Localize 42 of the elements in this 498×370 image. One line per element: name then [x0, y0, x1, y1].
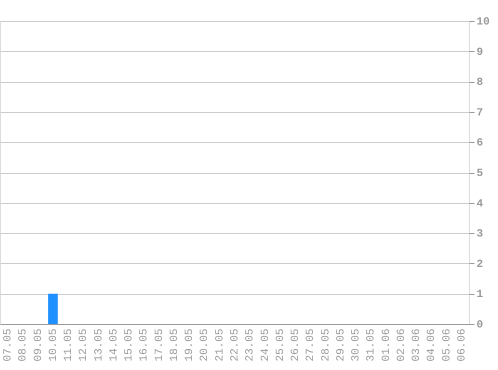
x-tick-label: 16.05 — [138, 328, 151, 362]
x-tick-label: 18.05 — [168, 328, 181, 362]
x-tick-label: 14.05 — [108, 328, 120, 362]
y-tick-label: 4 — [476, 198, 484, 210]
x-tick-label: 20.05 — [199, 328, 212, 362]
y-tick-label: 9 — [476, 46, 484, 59]
x-tick-label: 25.05 — [274, 328, 287, 362]
x-tick-label: 24.05 — [260, 328, 272, 362]
x-tick-label: 15.05 — [124, 328, 136, 362]
y-tick-label: 0 — [476, 320, 484, 332]
x-tick-label: 31.05 — [366, 328, 378, 362]
y-tick-label: 7 — [476, 107, 484, 120]
x-tick-label: 26.05 — [290, 328, 302, 362]
x-tick-label: 19.05 — [184, 328, 196, 362]
x-tick-label: 10.05 — [48, 328, 60, 362]
x-tick-label: 11.05 — [63, 328, 76, 362]
x-tick-label: 01.06 — [380, 328, 393, 362]
y-tick-label: 5 — [476, 168, 484, 180]
x-tick-label: 29.05 — [335, 328, 348, 362]
x-tick-label: 07.05 — [2, 328, 15, 362]
x-tick-label: 22.05 — [230, 328, 242, 362]
y-tick-label: 1 — [476, 289, 484, 302]
x-tick-label: 03.06 — [411, 328, 424, 362]
y-tick-label: 2 — [476, 258, 484, 271]
x-tick-label: 23.05 — [244, 328, 257, 362]
y-tick-label: 6 — [476, 138, 484, 150]
x-tick-label: 06.06 — [456, 328, 468, 362]
x-tick-label: 12.05 — [78, 328, 90, 362]
x-tick-label: 27.05 — [305, 328, 318, 362]
x-tick-label: 30.05 — [350, 328, 363, 362]
y-tick-label: 8 — [476, 77, 484, 90]
x-tick-label: 21.05 — [214, 328, 226, 362]
x-tick-label: 28.05 — [320, 328, 332, 362]
y-tick-label: 3 — [476, 228, 484, 241]
y-tick-label: 10 — [476, 16, 490, 28]
x-tick-label: 04.06 — [426, 328, 438, 362]
x-tick-label: 08.05 — [18, 328, 30, 362]
x-tick-label: 13.05 — [93, 328, 106, 362]
x-tick-label: 02.06 — [396, 328, 408, 362]
x-tick-label: 17.05 — [154, 328, 166, 362]
x-tick-label: 09.05 — [32, 328, 45, 362]
x-tick-label: 05.06 — [441, 328, 454, 362]
